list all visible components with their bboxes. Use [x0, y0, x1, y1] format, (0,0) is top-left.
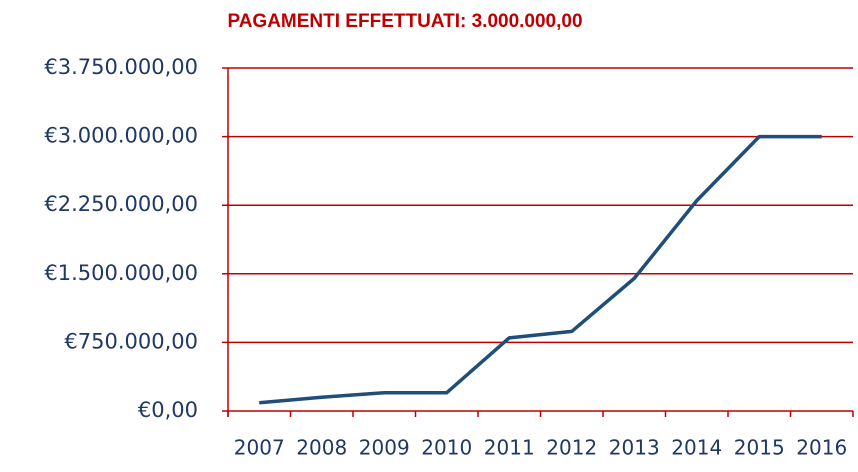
y-tick-label: €3.000.000,00 [44, 124, 198, 148]
x-tick-label: 2009 [359, 436, 410, 460]
chart-title: PAGAMENTI EFFETTUATI: 3.000.000,00 [227, 11, 582, 32]
x-tick-label: 2013 [609, 436, 660, 460]
data-line [259, 134, 822, 405]
x-tick-label: 2014 [671, 436, 722, 460]
y-tick-label: €2.250.000,00 [44, 192, 198, 216]
y-tick-label: €750.000,00 [64, 329, 198, 353]
y-tick-label: €0,00 [138, 398, 198, 422]
y-tick-label: €3.750.000,00 [44, 55, 198, 79]
x-tick-label: 2016 [796, 436, 847, 460]
x-tick-label: 2015 [734, 436, 785, 460]
x-tick-label: 2010 [421, 436, 472, 460]
x-tick-label: 2008 [296, 436, 347, 460]
x-tick-label: 2007 [234, 436, 285, 460]
y-tick-label: €1.500.000,00 [44, 261, 198, 285]
x-tick-label: 2011 [484, 436, 535, 460]
x-tick-label: 2012 [546, 436, 597, 460]
